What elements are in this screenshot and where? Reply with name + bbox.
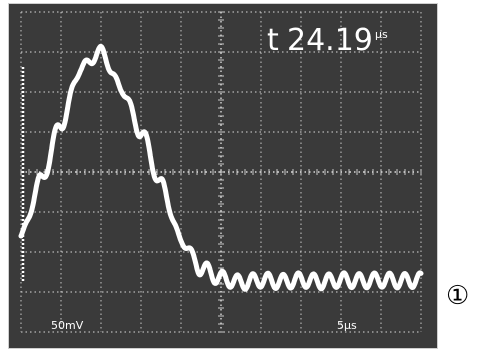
figure-marker: ①	[446, 281, 470, 311]
screen-background	[9, 4, 437, 348]
volts-per-div-label: 50mV	[51, 319, 84, 332]
oscilloscope-screen: t 24.19 µs 50mV 5µs	[8, 3, 438, 349]
waveform-plot: t 24.19 µs 50mV 5µs	[9, 4, 437, 348]
time-per-div-label: 5µs	[337, 319, 357, 332]
time-readout-unit: µs	[375, 28, 388, 41]
cursor-label: t	[267, 23, 279, 58]
signal-trace	[18, 43, 424, 292]
time-readout-value: 24.19	[287, 23, 373, 58]
